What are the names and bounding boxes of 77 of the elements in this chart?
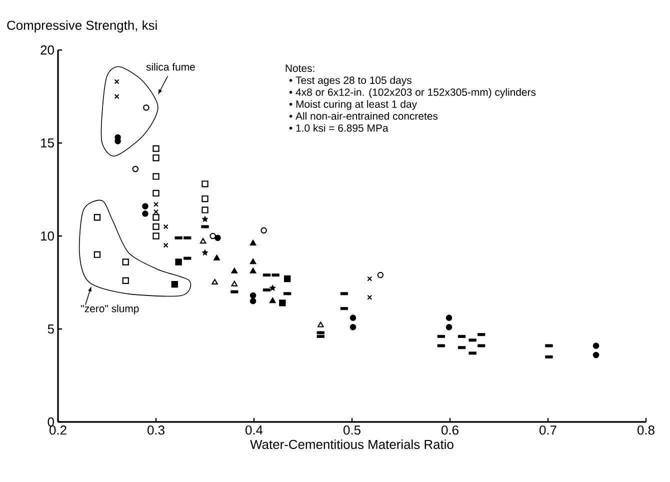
point — [250, 292, 256, 299]
point — [260, 227, 267, 234]
point — [142, 210, 148, 217]
point — [210, 232, 216, 240]
point — [200, 238, 206, 244]
point — [122, 258, 129, 266]
point — [350, 324, 356, 330]
point — [250, 240, 256, 246]
point — [153, 209, 159, 214]
point — [269, 298, 276, 304]
annotation: Notes: — [286, 64, 314, 72]
annotation: • Moist curing at least 1 day — [289, 100, 417, 110]
x-tick-label: 0.3 — [148, 426, 164, 435]
annotation: • 1.0 ksi = 6.895 MPa — [289, 124, 388, 132]
point — [377, 272, 384, 278]
point — [163, 242, 168, 248]
y-axis-title: Compressive Strength, ksi — [7, 20, 157, 32]
point — [132, 166, 139, 172]
point — [152, 173, 160, 180]
point — [446, 324, 452, 330]
point — [202, 249, 208, 256]
y-tick-label: 20 — [40, 45, 54, 55]
point — [250, 268, 256, 274]
x-tick-label: 0.2 — [50, 426, 66, 435]
point — [202, 195, 208, 202]
x-tick-label: 0.8 — [638, 426, 654, 435]
x-axis-title: Water-Cementitious Materials Ratio — [250, 440, 454, 450]
x-tick-label: 0.6 — [442, 426, 458, 435]
point — [152, 145, 160, 152]
point — [143, 104, 150, 111]
point — [171, 281, 178, 288]
point — [318, 322, 324, 328]
x-tick-label: 0.5 — [344, 426, 360, 435]
point — [214, 254, 220, 260]
point — [231, 268, 238, 274]
annotation: silica fume — [146, 62, 195, 71]
point — [152, 214, 160, 221]
point — [446, 314, 452, 321]
y-tick-label: 0 — [48, 417, 54, 427]
point — [250, 298, 256, 304]
point — [367, 294, 372, 300]
point — [592, 352, 600, 358]
point — [94, 251, 101, 258]
point — [163, 224, 168, 230]
annotation: • 4x8 or 6x12-in. (102x203 or 152x305-mm) cylinders — [289, 88, 536, 98]
y-tick-label: 5 — [48, 324, 54, 334]
point — [114, 79, 120, 84]
y-tick-label: 10 — [41, 231, 54, 241]
point — [114, 94, 120, 100]
point — [152, 223, 160, 230]
x-tick-label: 0.4 — [246, 426, 263, 435]
point — [592, 342, 600, 349]
point — [202, 206, 208, 214]
annotation: "zero" slump — [81, 304, 139, 314]
point — [202, 180, 208, 188]
point — [250, 258, 256, 264]
point — [94, 214, 101, 221]
x-tick-label: 0.7 — [540, 426, 556, 435]
annotation: • All non-air-entrained concretes — [289, 112, 438, 120]
point — [214, 234, 221, 241]
point — [122, 277, 129, 284]
point — [153, 202, 159, 207]
point — [175, 258, 182, 266]
annotation: • Test ages 28 to 105 days — [289, 76, 412, 86]
point — [152, 154, 160, 162]
point — [202, 216, 208, 222]
point — [231, 280, 238, 286]
point — [152, 190, 160, 197]
point — [152, 232, 160, 240]
point — [269, 284, 276, 291]
point — [279, 300, 286, 306]
point — [367, 276, 372, 282]
point — [284, 275, 291, 282]
y-tick-label: 15 — [41, 138, 54, 148]
point — [350, 314, 356, 321]
point — [142, 203, 148, 210]
point — [212, 278, 218, 285]
